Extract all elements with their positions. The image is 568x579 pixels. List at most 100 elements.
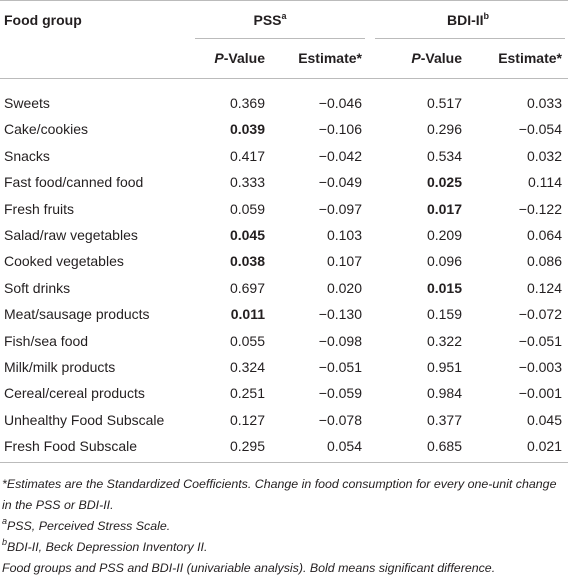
footnote: Food groups and PSS and BDI-II (univaria… bbox=[2, 558, 564, 579]
table-row: Milk/milk products 0.324 −0.051 0.951 −0.003 bbox=[0, 354, 568, 380]
footnotes: *Estimates are the Standardized Coeffici… bbox=[2, 474, 564, 579]
cell-value: 0.032 bbox=[526, 147, 562, 164]
cell-value: −0.097 bbox=[318, 200, 362, 217]
row-label: Sweets bbox=[4, 95, 50, 111]
group-title: PSS bbox=[253, 12, 282, 28]
subheader-text: Estimate* bbox=[298, 50, 362, 66]
footnote-sup: a bbox=[2, 516, 8, 526]
cell-value: 0.017 bbox=[426, 200, 462, 217]
cell-value: 0.159 bbox=[426, 306, 462, 323]
cell-value: 0.107 bbox=[326, 253, 362, 270]
row-label: Fresh Food Subscale bbox=[4, 438, 138, 455]
cell-value: 0.296 bbox=[426, 121, 462, 138]
cell-value: 0.015 bbox=[426, 279, 462, 296]
row-label: Fresh fruits bbox=[4, 200, 75, 217]
subheader: P-Value bbox=[214, 45, 265, 71]
cell-value: 0.295 bbox=[229, 438, 265, 455]
cell-value: 0.333 bbox=[229, 174, 265, 191]
cell-value: −0.122 bbox=[518, 200, 562, 217]
row-label: Unhealthy Food Subscale bbox=[4, 411, 165, 428]
table-row: Cake/cookies 0.039 −0.106 0.296 −0.054 bbox=[0, 116, 568, 142]
footnote: aPSS, Perceived Stress Scale. bbox=[2, 516, 564, 537]
cell-value: −0.098 bbox=[318, 332, 362, 349]
cell-value: 0.517 bbox=[426, 95, 462, 111]
group-sup: b bbox=[483, 11, 490, 21]
subheader: Estimate* bbox=[298, 45, 362, 71]
cell-value: −0.003 bbox=[518, 359, 562, 375]
cell-value: 0.020 bbox=[326, 279, 362, 296]
cell-value: 0.369 bbox=[229, 95, 265, 111]
subheader-text: -Value bbox=[223, 50, 265, 66]
cell-value: 0.064 bbox=[526, 227, 562, 243]
subheader-italic: P bbox=[214, 50, 224, 66]
subheader: Estimate* bbox=[498, 45, 562, 71]
group-sup: a bbox=[281, 11, 287, 21]
table-row: Cooked vegetables 0.038 0.107 0.096 0.086 bbox=[0, 248, 568, 274]
cell-value: 0.045 bbox=[526, 411, 562, 428]
cell-value: 0.322 bbox=[426, 332, 462, 349]
table-row: Fresh Food Subscale 0.295 0.054 0.685 0.021 bbox=[0, 433, 568, 459]
footnote-text: BDI-II, Beck Depression Inventory II. bbox=[7, 540, 208, 554]
cell-value: 0.685 bbox=[426, 438, 462, 455]
table-row: Soft drinks 0.697 0.020 0.015 0.124 bbox=[0, 275, 568, 301]
cell-value: −0.046 bbox=[318, 95, 362, 111]
header-row: Food group PSSa BDI-IIb bbox=[0, 7, 568, 33]
cell-value: 0.124 bbox=[526, 279, 562, 296]
table-row: Fish/sea food 0.055 −0.098 0.322 −0.051 bbox=[0, 328, 568, 354]
footnote-text: PSS, Perceived Stress Scale. bbox=[7, 519, 171, 533]
table-row: Snacks 0.417 −0.042 0.534 0.032 bbox=[0, 143, 568, 169]
cell-value: −0.049 bbox=[318, 174, 362, 191]
group-header: PSSa bbox=[180, 7, 360, 33]
table-row: Salad/raw vegetables 0.045 0.103 0.209 0.064 bbox=[0, 222, 568, 248]
table-row: Fast food/canned food 0.333 −0.049 0.025 0.1… bbox=[0, 169, 568, 195]
table-row: Fresh fruits 0.059 −0.097 0.017 −0.122 bbox=[0, 196, 568, 222]
rule bbox=[0, 0, 568, 1]
footnote: *Estimates are the Standardized Coeffici… bbox=[2, 474, 564, 516]
cell-value: 0.025 bbox=[426, 174, 462, 191]
row-label: Fast food/canned food bbox=[4, 174, 144, 191]
cell-value: 0.417 bbox=[229, 147, 265, 164]
cell-value: −0.042 bbox=[318, 147, 362, 164]
cell-value: 0.534 bbox=[426, 147, 462, 164]
row-label: Snacks bbox=[4, 147, 50, 164]
table-row: Unhealthy Food Subscale 0.127 −0.078 0.377 0… bbox=[0, 407, 568, 433]
row-label: Salad/raw vegetables bbox=[4, 227, 138, 243]
cell-value: 0.038 bbox=[229, 253, 265, 270]
footnote-text: *Estimates are the Standardized Coeffici… bbox=[2, 477, 557, 512]
rule bbox=[0, 462, 568, 463]
cell-value: −0.106 bbox=[318, 121, 362, 138]
row-label: Cooked vegetables bbox=[4, 253, 124, 270]
group-header: BDI-IIb bbox=[378, 7, 558, 33]
cell-value: 0.209 bbox=[426, 227, 462, 243]
cell-value: −0.059 bbox=[318, 385, 362, 402]
subheader-row: P-Value Estimate* P-Value Estimate* bbox=[0, 45, 568, 71]
row-label: Fish/sea food bbox=[4, 332, 89, 349]
rule bbox=[0, 78, 568, 79]
subheader-italic: P bbox=[411, 50, 421, 66]
cell-value: 0.103 bbox=[326, 227, 362, 243]
subheader-text: -Value bbox=[420, 50, 462, 66]
footnote: bBDI-II, Beck Depression Inventory II. bbox=[2, 537, 564, 558]
footnote-text: Food groups and PSS and BDI-II (univaria… bbox=[2, 561, 496, 575]
cell-value: 0.251 bbox=[229, 385, 265, 402]
cell-value: 0.324 bbox=[229, 359, 265, 375]
cell-value: 0.127 bbox=[229, 411, 265, 428]
cell-value: 0.697 bbox=[229, 279, 265, 296]
table-row: Sweets 0.369 −0.046 0.517 0.033 bbox=[0, 90, 568, 116]
cell-value: 0.021 bbox=[526, 438, 562, 455]
cell-value: 0.984 bbox=[426, 385, 462, 402]
row-label: Cake/cookies bbox=[4, 121, 89, 138]
group-title: BDI-II bbox=[446, 12, 484, 28]
cell-value: 0.039 bbox=[229, 121, 265, 138]
cell-value: −0.054 bbox=[518, 121, 562, 138]
cell-value: 0.011 bbox=[230, 306, 265, 323]
cell-value: −0.001 bbox=[518, 385, 562, 402]
column-header: Food group bbox=[4, 12, 82, 28]
subheader-text: Estimate* bbox=[498, 50, 562, 66]
rule bbox=[375, 38, 565, 39]
rule bbox=[195, 38, 365, 39]
cell-value: −0.072 bbox=[518, 306, 562, 323]
cell-value: −0.130 bbox=[318, 306, 362, 323]
cell-value: 0.114 bbox=[528, 174, 562, 191]
